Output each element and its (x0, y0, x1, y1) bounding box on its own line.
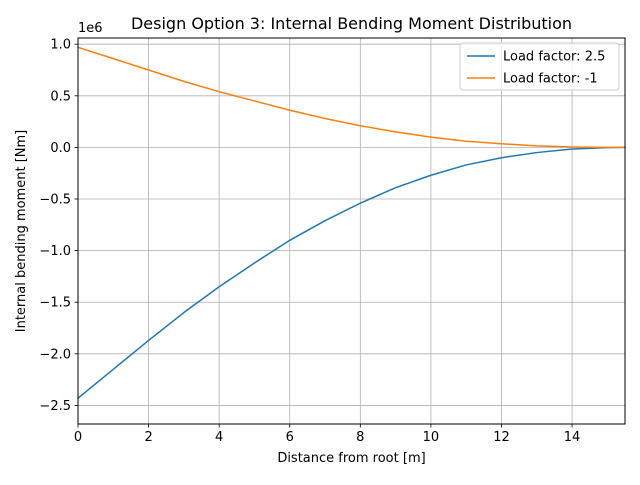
series-lines (76, 46, 626, 400)
y-tick-label: −2.5 (39, 399, 71, 414)
x-tick-label: 10 (423, 430, 440, 445)
y-axis-ticks: −2.5 −2.0 −1.5 −1.0 −0.5 0.0 0.5 1.0 (39, 38, 78, 414)
x-tick-label: 2 (144, 430, 152, 445)
x-tick-label: 0 (74, 430, 82, 445)
series-line-load-factor-1 (77, 46, 626, 149)
x-tick-label: 8 (356, 430, 364, 445)
series-line-load-factor-2-5 (76, 146, 626, 400)
legend: Load factor: 2.5 Load factor: -1 (459, 42, 620, 91)
y-tick-label: −1.5 (39, 296, 71, 311)
y-tick-label: 0.5 (50, 89, 71, 104)
x-axis-label: Distance from root [m] (277, 451, 425, 466)
y-tick-label: 0.0 (50, 141, 71, 156)
y-tick-label: 1.0 (50, 38, 71, 53)
chart-title: Design Option 3: Internal Bending Moment… (131, 14, 572, 33)
y-axis-label: Internal bending moment [Nm] (14, 130, 29, 333)
y-tick-label: −2.0 (39, 347, 71, 362)
legend-label-load-factor-2-5: Load factor: 2.5 (503, 50, 605, 65)
legend-label-load-factor-minus-1: Load factor: -1 (503, 72, 598, 87)
x-tick-label: 14 (564, 430, 581, 445)
y-axis-offset-label: 1e6 (78, 21, 103, 36)
legend-box (459, 42, 620, 91)
x-tick-label: 12 (493, 430, 510, 445)
y-tick-label: −1.0 (39, 244, 71, 259)
x-tick-label: 6 (286, 430, 294, 445)
plot-area (78, 38, 625, 424)
x-axis-ticks: 0 2 4 6 8 10 12 14 (74, 424, 580, 445)
plot-frame (77, 37, 626, 425)
y-tick-label: −0.5 (39, 193, 71, 208)
x-tick-label: 4 (215, 430, 223, 445)
